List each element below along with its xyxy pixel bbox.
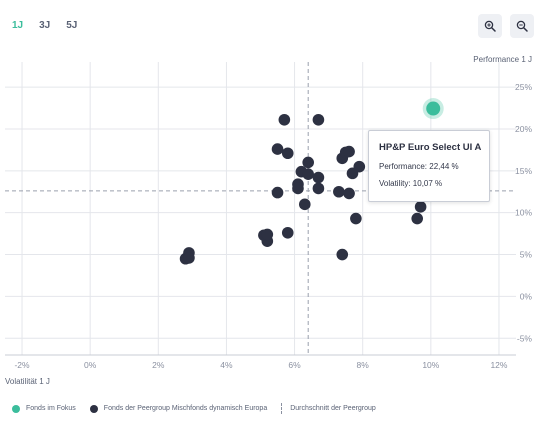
tab-3j[interactable]: 3J [39,20,51,31]
zoom-controls [478,14,534,38]
peer-fund-point [281,226,294,239]
peer-fund-point [353,160,366,173]
x-tick-label: -2% [14,360,30,370]
x-axis-ticks: -2% 0% 2% 4% 6% 8% 10% 12% [14,360,507,370]
zoom-out-icon [516,20,528,32]
peer-fund-point [302,156,314,169]
peer-fund-point [271,186,284,199]
y-tick-label: -5% [517,333,533,343]
average-lines [5,62,516,355]
legend-item-average[interactable]: Durchschnitt der Peergroup [281,403,376,414]
legend-item-peer[interactable]: Fonds der Peergroup Mischfonds dynamisch… [89,404,268,413]
y-tick-label: 25% [515,82,532,92]
peer-fund-point [312,113,325,126]
x-tick-label: 6% [288,360,301,370]
peer-fund-point [312,171,325,184]
y-tick-label: 15% [515,166,532,176]
y-tick-label: 20% [515,124,532,134]
peer-fund-point [312,182,325,195]
tab-5j[interactable]: 5J [66,20,78,31]
peer-fund-point [333,185,345,198]
peer-fund-point [261,228,274,241]
peer-fund-point [302,168,314,180]
peer-fund-point [350,212,362,225]
legend: Fonds im Fokus Fonds der Peergroup Misch… [12,403,390,414]
legend-peer-marker [89,404,98,413]
tooltip-performance: Performance: 22,44 % [379,162,459,171]
tooltip-title: HP&P Euro Select UI A [379,142,482,153]
y-axis-ticks: 25% 20% 15% 10% 5% 0% -5% [515,82,532,343]
peer-fund-point [278,113,291,126]
x-tick-label: 2% [152,360,165,370]
period-tabs: 1J 3J 5J [12,20,77,31]
peer-fund-point [292,182,304,195]
peer-fund-point [281,147,294,160]
y-tick-label: 10% [515,208,532,218]
zoom-in-icon [484,20,496,32]
legend-focus-marker [12,404,20,413]
focus-fund-point [426,101,441,116]
tab-1j[interactable]: 1J [12,20,24,31]
y-tick-label: 5% [520,250,533,260]
peer-fund-point [414,201,427,213]
peer-fund-point [411,212,424,225]
x-axis-title: Volatilität 1 J [5,377,50,386]
x-tick-label: 10% [422,360,439,370]
y-tick-label: 0% [520,291,533,301]
point-tooltip: HP&P Euro Select UI A Performance: 22,44… [368,130,490,202]
x-tick-label: 0% [84,360,97,370]
x-tick-label: 8% [357,360,370,370]
legend-focus-label: Fonds im Fokus [26,405,76,412]
peer-fund-point [298,198,311,211]
peer-fund-point [183,252,195,264]
peer-fund-point [343,187,355,200]
zoom-out-button[interactable] [510,14,534,38]
peer-fund-point [343,145,355,158]
tooltip-volatility: Volatility: 10,07 % [379,179,443,188]
legend-average-label: Durchschnitt der Peergroup [290,405,376,412]
x-tick-label: 12% [490,360,507,370]
y-axis-title: Performance 1 J [473,55,532,64]
zoom-in-button[interactable] [478,14,502,38]
data-points [179,98,444,265]
legend-item-focus[interactable]: Fonds im Fokus [12,404,76,413]
peer-fund-point [271,143,284,155]
x-tick-label: 4% [220,360,233,370]
peer-fund-point [336,248,349,261]
legend-average-marker [281,403,283,414]
legend-peer-label: Fonds der Peergroup Mischfonds dynamisch… [103,405,268,412]
